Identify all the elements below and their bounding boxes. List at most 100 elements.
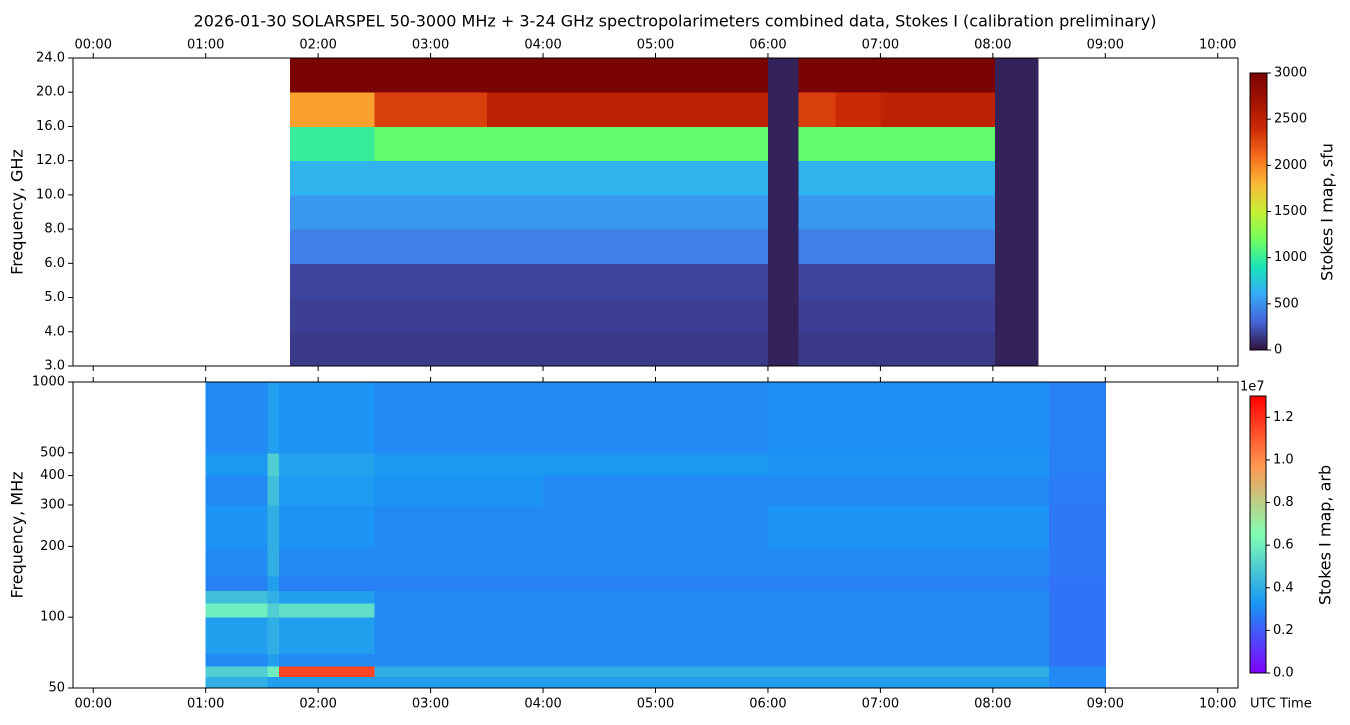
colorbar-tick-label: 2500 [1274,112,1307,127]
heatmap-cell [1049,452,1106,477]
heatmap-cell [267,602,280,618]
heatmap-cell [835,297,881,333]
heatmap-cell [767,666,1050,677]
heatmap-cell [374,297,488,333]
heatmap-cell [835,194,881,230]
y-tick-label: 8.0 [44,222,65,237]
x-tick-label: 04:00 [524,38,561,53]
colorbar-tick-label: 0.0 [1273,666,1294,681]
x-tick-label: 07:00 [862,38,899,53]
x-tick-label: 09:00 [1087,38,1124,53]
heatmap-cell [835,58,881,93]
heatmap-cell [374,546,544,577]
x-tick-label: 02:00 [299,38,336,53]
x-tick-label: 00:00 [75,697,112,712]
heatmap-cell [798,229,836,264]
heatmap-cell [1049,590,1106,604]
heatmap-cell [1049,653,1106,667]
heatmap-cell [486,92,600,127]
heatmap-cell [711,229,769,264]
heatmap-cell [486,58,600,93]
y-tick-label: 3.0 [44,359,65,374]
heatmap-cell [599,229,713,264]
heatmap-cell [1049,575,1106,591]
y-tick-label: 12.0 [36,153,65,168]
heatmap-cell [1049,475,1106,506]
heatmap-cell [290,194,375,230]
x-tick-label: 05:00 [637,38,674,53]
heatmap-cell [1049,504,1106,547]
y-tick-label: 50 [48,681,65,696]
heatmap-cell [767,653,1050,667]
heatmap-cell [267,452,280,477]
heatmap-cell [880,194,996,230]
heatmap-cell [835,263,881,299]
heatmap-cell [798,263,836,299]
heatmap-cell [543,475,769,506]
heatmap-cell [798,126,836,162]
heatmap-panel [205,382,1106,689]
heatmap-cell [374,194,488,230]
x-tick-label: 10:00 [1199,697,1236,712]
heatmap-cell [486,331,600,367]
heatmap-cell [205,653,269,667]
heatmap-cell [798,92,836,127]
x-tick-label: 08:00 [974,38,1011,53]
heatmap-cell [711,126,769,162]
heatmap-cell [880,126,996,162]
x-tick-label: 08:00 [974,697,1011,712]
colorbar-tick-label: 0 [1274,343,1282,358]
heatmap-cell [543,504,769,547]
heatmap-cell [278,653,375,667]
y-tick-label: 500 [40,445,65,460]
colorbar-tick-label: 0.8 [1273,495,1294,510]
heatmap-cell [835,229,881,264]
heatmap-cell [1049,602,1106,618]
heatmap-cell [880,263,996,299]
heatmap-cell [798,331,836,367]
heatmap-cell [711,92,769,127]
x-tick-label: 00:00 [75,38,112,53]
heatmap-cell [290,92,375,127]
heatmap-cell [486,160,600,196]
heatmap-cell [767,602,1050,618]
heatmap-cell [767,617,1050,655]
heatmap-cell [1049,676,1106,689]
heatmap-cell [711,263,769,299]
heatmap-cell [798,297,836,333]
x-tick-label: 10:00 [1199,38,1236,53]
heatmap-cell [798,58,836,93]
heatmap-cell [880,58,996,93]
y-axis-label: Frequency, MHz [8,471,27,598]
heatmap-cell [798,194,836,230]
heatmap-cell [1049,382,1106,454]
heatmap-cell [267,575,280,591]
heatmap-cell [486,263,600,299]
heatmap-cell [767,229,799,264]
y-tick-label: 100 [40,610,65,625]
heatmap-cell [374,666,544,677]
heatmap-cell [711,331,769,367]
heatmap-cell [995,160,1039,196]
heatmap-cell [205,382,269,454]
colorbar-label: Stokes I map, arb [1316,465,1335,605]
heatmap-cell [290,331,375,367]
colorbar-tick-label: 500 [1274,296,1299,311]
heatmap-cell [374,331,488,367]
heatmap-cell [835,92,881,127]
y-axis-label: Frequency, GHz [8,149,27,275]
heatmap-cell [543,617,769,655]
y-tick-label: 200 [40,539,65,554]
x-tick-label: 07:00 [862,697,899,712]
heatmap-cell [880,229,996,264]
heatmap-cell [767,452,1050,477]
colorbar-tick-label: 1000 [1274,250,1307,265]
y-tick-label: 300 [40,497,65,512]
heatmap-cell [205,452,269,477]
colorbar-tick-label: 0.2 [1273,623,1294,638]
heatmap-cell [711,58,769,93]
heatmap-cell [599,160,713,196]
colorbar-offset: 1e7 [1240,380,1265,395]
heatmap-cell [205,590,269,604]
y-tick-label: 16.0 [36,119,65,134]
